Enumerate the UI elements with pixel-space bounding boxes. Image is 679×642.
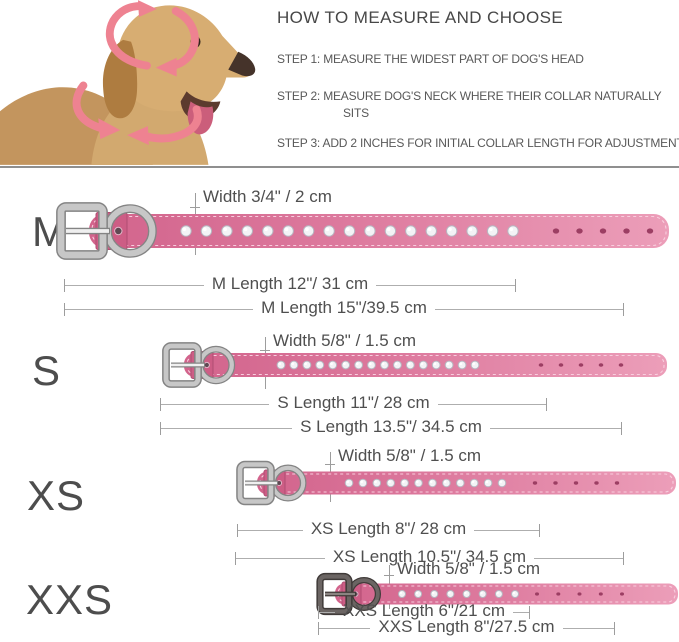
size-label-xs: XS <box>27 472 86 519</box>
collar-image-s <box>162 342 667 388</box>
collar-image-xs <box>236 460 676 506</box>
measure-line <box>434 308 623 310</box>
length-annotation-xxs-outer: XXS Length 8"/27.5 cm <box>318 617 615 636</box>
head-measure-arrow-icon <box>105 0 199 77</box>
measure-tick <box>384 575 394 576</box>
step-2-text: STEP 2: MEASURE DOG'S NECK WHERE THEIR C… <box>277 89 662 103</box>
length-annotation-s-outer: S Length 13.5"/ 34.5 cm <box>160 417 623 436</box>
size-label-xxs: XXS <box>26 576 114 623</box>
dog-nose <box>228 51 256 77</box>
length-annotation-m-inner: M Length 12"/ 31 cm <box>64 274 517 293</box>
length-annotation-s-inner: S Length 11"/ 28 cm <box>160 393 548 412</box>
width-label: Width 5/8" / 1.5 cm <box>273 331 417 350</box>
length-label: XS Length 8"/ 28 cm <box>310 519 467 538</box>
measure-line <box>474 529 540 531</box>
measure-line <box>534 557 624 559</box>
measure-tick <box>64 302 65 316</box>
measure-tick <box>539 523 541 537</box>
step-3: STEP 3: ADD 2 INCHES FOR INITIAL COLLAR … <box>277 135 679 152</box>
neck-measure-arrow-icon <box>72 81 202 146</box>
length-label: M Length 12"/ 31 cm <box>211 274 369 293</box>
length-label: XS Length 10.5"/ 34.5 cm <box>332 547 527 566</box>
step-1-text: STEP 1: MEASURE THE WIDEST PART OF DOG'S… <box>277 52 584 66</box>
measure-tick <box>235 551 236 565</box>
measure-line <box>161 427 293 429</box>
measure-tick <box>160 397 161 411</box>
measure-tick <box>621 421 623 435</box>
measure-line <box>489 427 622 429</box>
width-label: Width 5/8" / 1.5 cm <box>338 446 482 465</box>
page-title: HOW TO MEASURE AND CHOOSE <box>277 8 564 27</box>
measure-tick <box>546 397 548 411</box>
measure-tick <box>64 278 65 292</box>
step-2: STEP 2: MEASURE DOG'S NECK WHERE THEIR C… <box>277 88 669 122</box>
measure-tick <box>515 278 517 292</box>
measure-line <box>319 611 336 613</box>
width-label: Width 3/4" / 2 cm <box>203 187 332 206</box>
measure-tick <box>614 621 615 635</box>
width-label: Width 5/8" / 1.5 cm <box>397 559 541 578</box>
length-annotation-m-outer: M Length 15"/39.5 cm <box>64 298 624 317</box>
measure-tick <box>325 464 335 465</box>
measure-tick <box>623 551 625 565</box>
measure-line <box>65 284 204 286</box>
measure-tick <box>529 605 530 619</box>
measure-line <box>437 403 547 405</box>
step-3-text: STEP 3: ADD 2 INCHES FOR INITIAL COLLAR … <box>277 136 679 150</box>
measure-line <box>161 403 270 405</box>
length-label: XXS Length 8"/27.5 cm <box>378 617 555 636</box>
measure-tick <box>260 350 270 351</box>
length-annotation-xs-outer: XS Length 10.5"/ 34.5 cm <box>235 547 625 566</box>
measure-line <box>238 529 303 531</box>
length-label: M Length 15"/39.5 cm <box>261 298 427 317</box>
measure-line <box>319 627 371 629</box>
section-divider <box>0 166 679 168</box>
measure-line <box>512 611 529 613</box>
step-1: STEP 1: MEASURE THE WIDEST PART OF DOG'S… <box>277 51 679 68</box>
measure-tick <box>318 621 319 635</box>
measure-tick <box>160 421 161 435</box>
measure-line <box>562 627 614 629</box>
length-annotation-xxs-inner: XXS Length 6"/21 cm <box>318 601 530 620</box>
measure-line <box>236 557 325 559</box>
measure-tick <box>190 207 200 208</box>
measure-line <box>376 284 516 286</box>
dog-measurement-photo <box>0 0 256 165</box>
measure-tick <box>623 302 624 316</box>
step-2-text-cont: SITS <box>343 106 369 120</box>
measure-tick <box>318 605 319 619</box>
measure-line <box>65 308 254 310</box>
length-label: S Length 13.5"/ 34.5 cm <box>300 417 482 436</box>
collar-image-m <box>56 202 669 260</box>
length-label: XXS Length 6"/21 cm <box>343 601 505 620</box>
length-label: S Length 11"/ 28 cm <box>277 393 430 412</box>
length-annotation-xs-inner: XS Length 8"/ 28 cm <box>237 519 541 538</box>
measure-tick <box>237 523 238 537</box>
size-label-s: S <box>32 347 62 394</box>
